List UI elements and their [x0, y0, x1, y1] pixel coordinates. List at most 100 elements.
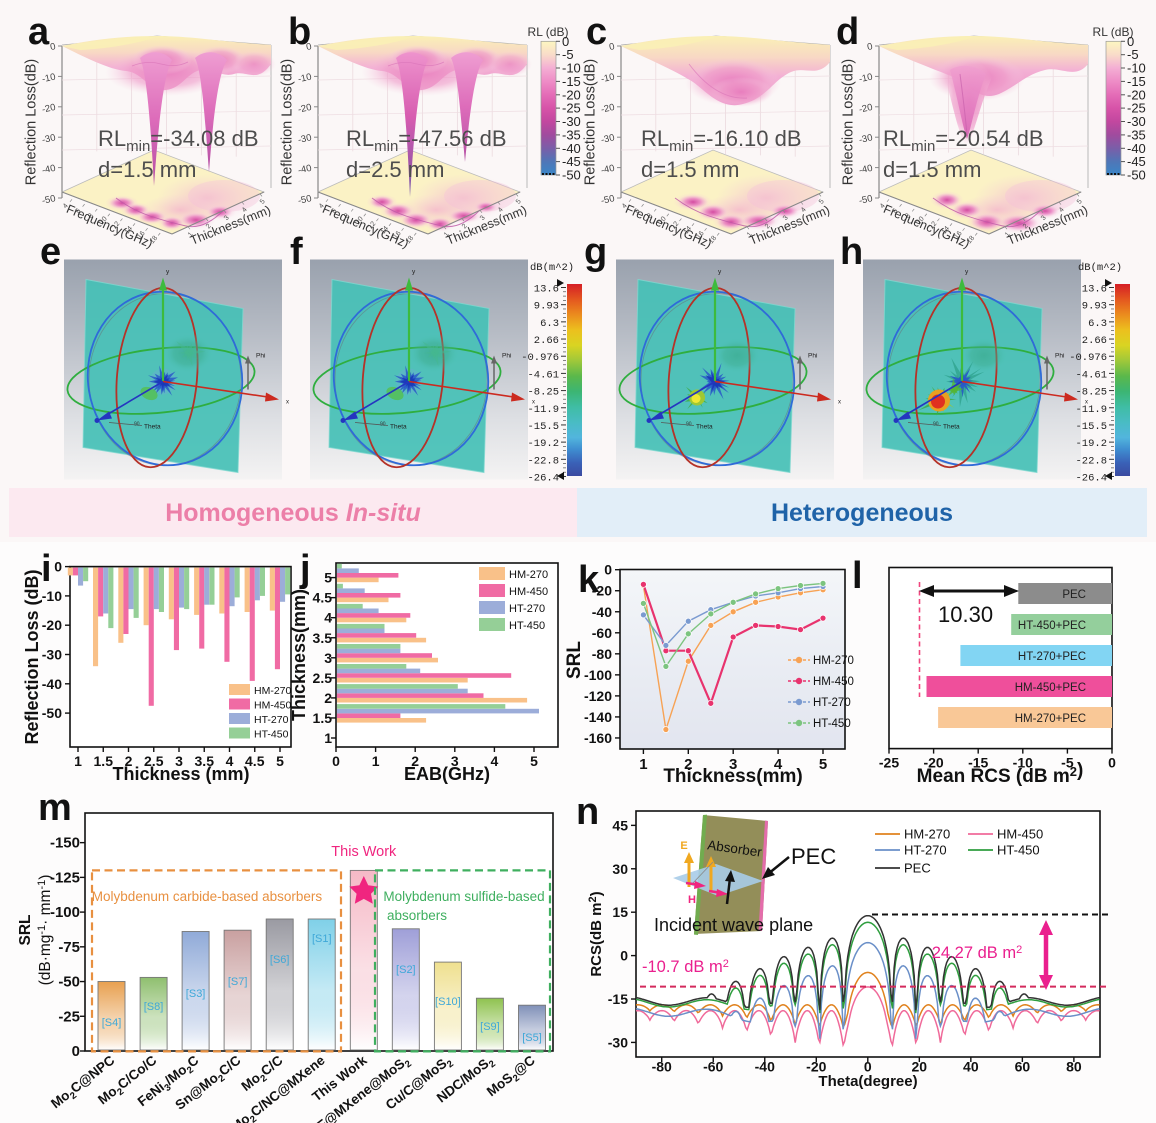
- svg-text:-160: -160: [584, 730, 612, 746]
- svg-text:3: 3: [324, 650, 332, 666]
- svg-text:14: 14: [683, 225, 693, 236]
- svg-text:-10: -10: [600, 72, 616, 86]
- svg-text:-120: -120: [584, 688, 612, 704]
- svg-text:[S4]: [S4]: [102, 1017, 122, 1029]
- svg-text:3: 3: [1040, 215, 1048, 223]
- svg-text:x: x: [1085, 400, 1088, 406]
- svg-text:m: m: [38, 787, 72, 829]
- svg-text:Thickness (mm): Thickness (mm): [112, 764, 249, 784]
- svg-text:14: 14: [941, 225, 951, 236]
- svg-text:-4.61: -4.61: [1075, 369, 1107, 381]
- svg-text:-19.2: -19.2: [1075, 438, 1107, 450]
- svg-text:h: h: [840, 231, 863, 273]
- svg-text:-20: -20: [1127, 87, 1146, 102]
- svg-text:y: y: [965, 269, 969, 276]
- svg-text:1: 1: [746, 231, 754, 239]
- svg-text:5: 5: [276, 753, 284, 769]
- svg-text:5: 5: [259, 198, 267, 206]
- svg-text:HT-450: HT-450: [813, 718, 851, 730]
- svg-text:0: 0: [1108, 755, 1116, 771]
- svg-text:1: 1: [324, 730, 332, 746]
- svg-text:4.5: 4.5: [245, 753, 265, 769]
- svg-text:3: 3: [782, 215, 790, 223]
- svg-text:Molybdenum sulfide-based: Molybdenum sulfide-based: [383, 889, 544, 904]
- svg-text:-11.9: -11.9: [1075, 404, 1107, 416]
- svg-text:Reflection Loss(dB): Reflection Loss(dB): [583, 59, 599, 186]
- svg-text:1: 1: [443, 231, 451, 239]
- svg-text:PEC: PEC: [904, 861, 931, 876]
- svg-text:y: y: [412, 269, 416, 276]
- svg-text:i: i: [41, 548, 52, 590]
- svg-text:-25: -25: [879, 755, 899, 771]
- svg-text:-4.61: -4.61: [527, 369, 559, 381]
- svg-text:13.6: 13.6: [534, 284, 559, 296]
- svg-text:2.66: 2.66: [1082, 335, 1107, 347]
- svg-text:45: 45: [612, 817, 628, 833]
- svg-text:18: 18: [966, 235, 976, 246]
- svg-text:8: 8: [87, 212, 95, 220]
- svg-text:-8.25: -8.25: [527, 387, 559, 399]
- svg-text:-5: -5: [562, 47, 574, 62]
- svg-text:-40: -40: [41, 163, 57, 177]
- svg-text:2: 2: [684, 756, 692, 773]
- svg-text:90: 90: [933, 422, 939, 428]
- svg-text:Theta: Theta: [943, 424, 960, 431]
- svg-text:2.5: 2.5: [313, 670, 333, 686]
- svg-text:6: 6: [634, 207, 642, 215]
- svg-text:Theta: Theta: [144, 424, 161, 431]
- svg-text:[S2]: [S2]: [396, 964, 416, 976]
- svg-text:10.30: 10.30: [938, 602, 993, 627]
- svg-text:HM-270: HM-270: [813, 655, 854, 667]
- svg-text:RL (dB): RL (dB): [528, 25, 569, 39]
- svg-text:18: 18: [405, 235, 415, 246]
- svg-text:Phi: Phi: [502, 353, 511, 360]
- svg-text:HT-270: HT-270: [509, 603, 545, 615]
- svg-text:-19.2: -19.2: [527, 438, 559, 450]
- svg-text:-5: -5: [1127, 47, 1139, 62]
- svg-text:-15.5: -15.5: [527, 421, 559, 433]
- svg-text:-10: -10: [42, 588, 62, 604]
- svg-text:SRL: SRL: [17, 915, 34, 946]
- svg-text:H: H: [688, 894, 696, 906]
- svg-text:-40: -40: [42, 676, 62, 692]
- svg-text:RLmin=-47.56 dB: RLmin=-47.56 dB: [346, 126, 507, 155]
- svg-text:-22.8: -22.8: [527, 455, 559, 467]
- svg-text:8: 8: [343, 212, 351, 220]
- svg-text:PEC: PEC: [791, 844, 836, 869]
- svg-text:4: 4: [226, 753, 234, 769]
- svg-text:4.5: 4.5: [313, 590, 333, 606]
- svg-text:14: 14: [380, 225, 390, 236]
- svg-text:-11.9: -11.9: [527, 404, 559, 416]
- svg-text:0: 0: [864, 1059, 872, 1075]
- svg-text:HT-450+PEC: HT-450+PEC: [1018, 620, 1086, 632]
- svg-text:-30: -30: [297, 132, 313, 146]
- svg-text:0: 0: [1127, 34, 1134, 49]
- svg-text:-20: -20: [806, 1059, 826, 1075]
- svg-text:4: 4: [497, 206, 505, 214]
- svg-text:-100: -100: [50, 904, 80, 921]
- svg-text:HT-270: HT-270: [254, 714, 289, 726]
- svg-text:5: 5: [818, 198, 826, 206]
- svg-text:-30: -30: [858, 132, 874, 146]
- svg-text:18: 18: [149, 235, 159, 246]
- svg-text:9.93: 9.93: [534, 301, 559, 313]
- svg-text:-25: -25: [562, 101, 581, 116]
- svg-text:b: b: [288, 11, 311, 53]
- svg-text:16: 16: [695, 230, 705, 241]
- svg-text:HM-270: HM-270: [904, 827, 950, 842]
- svg-text:2: 2: [205, 223, 213, 231]
- svg-text:-125: -125: [50, 869, 80, 886]
- svg-text:[S9]: [S9]: [480, 1021, 500, 1033]
- svg-text:-50: -50: [58, 974, 80, 991]
- svg-text:-8.25: -8.25: [1075, 387, 1107, 399]
- svg-text:k: k: [578, 559, 600, 601]
- svg-text:RLmin=-20.54 dB: RLmin=-20.54 dB: [883, 126, 1044, 155]
- svg-text:90: 90: [134, 422, 140, 428]
- svg-text:x: x: [838, 400, 841, 406]
- svg-text:-0.976: -0.976: [1069, 352, 1107, 364]
- svg-text:-30: -30: [562, 114, 581, 129]
- svg-text:-25: -25: [1127, 101, 1146, 116]
- svg-text:-15.5: -15.5: [1075, 421, 1107, 433]
- svg-text:-40: -40: [600, 163, 616, 177]
- svg-text:Theta(degree): Theta(degree): [818, 1073, 917, 1090]
